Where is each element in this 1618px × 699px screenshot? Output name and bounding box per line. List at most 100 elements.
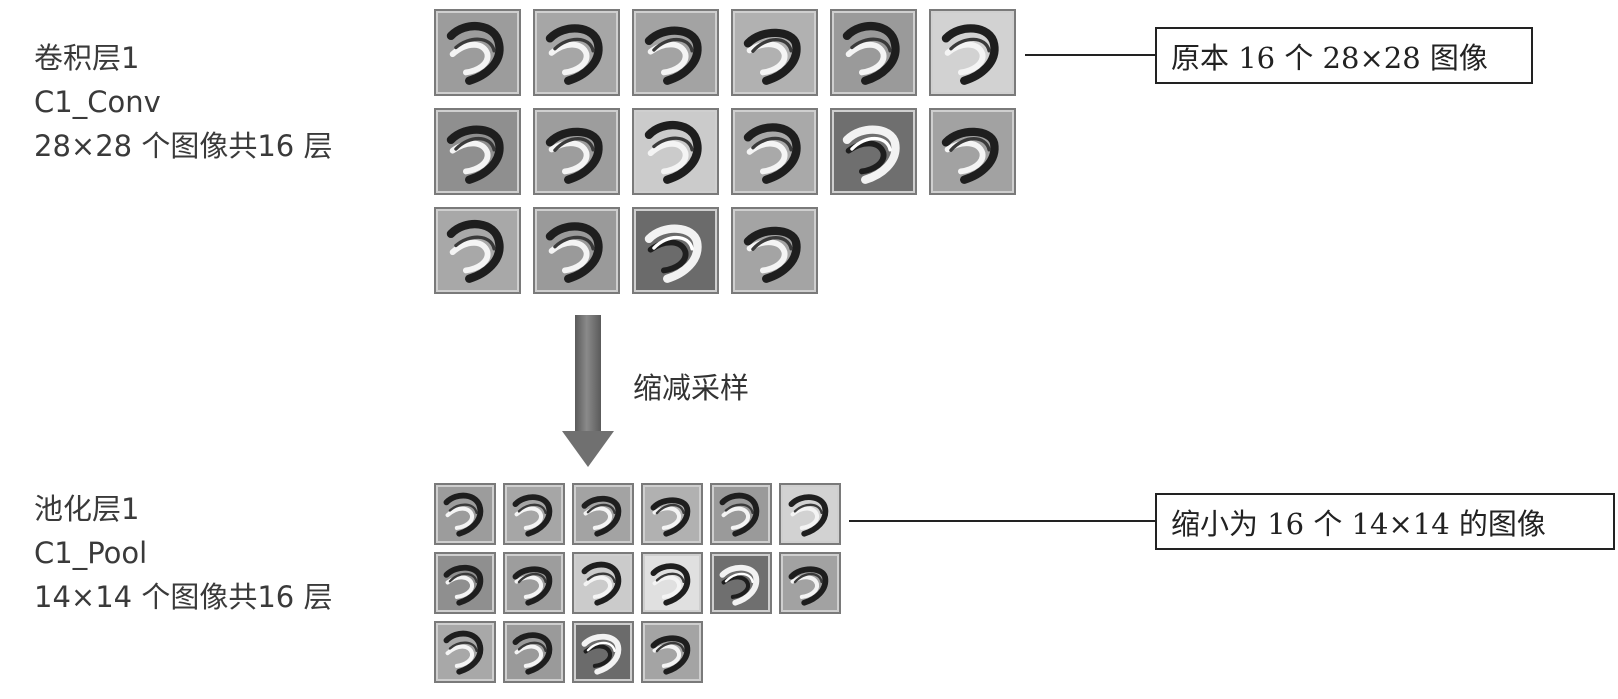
pool-feature-stroke bbox=[655, 572, 685, 583]
pool-feature-stroke bbox=[514, 644, 544, 668]
conv-feature-map bbox=[830, 9, 917, 96]
conv-feature-stroke bbox=[647, 140, 689, 175]
conv-feature-stroke bbox=[446, 125, 504, 184]
conv-feature-map bbox=[731, 108, 818, 195]
pool-feature-stroke bbox=[586, 572, 616, 583]
conv-feature-stroke bbox=[652, 136, 694, 152]
pool-feature-stroke bbox=[719, 564, 760, 606]
pool-feature-map bbox=[710, 552, 772, 614]
conv-feature-map bbox=[929, 9, 1016, 96]
pool-feature-map bbox=[641, 552, 703, 614]
pool-feature-stroke bbox=[788, 566, 829, 606]
conv-feature-map bbox=[929, 108, 1016, 195]
pool-feature-stroke bbox=[445, 575, 475, 599]
conv-feature-stroke bbox=[644, 120, 702, 184]
conv-feature-stroke bbox=[941, 127, 999, 184]
pool-feature-stroke bbox=[581, 633, 622, 675]
conv-feature-stroke bbox=[845, 41, 887, 76]
conv-feature-stroke bbox=[553, 235, 595, 251]
conv-feature-map bbox=[731, 9, 818, 96]
downsample-label: 缩减采样 bbox=[633, 371, 750, 405]
pool-feature-stroke bbox=[652, 575, 682, 599]
conv-feature-stroke bbox=[845, 140, 887, 175]
conv-feature-stroke bbox=[949, 137, 991, 152]
conv-feature-map bbox=[434, 108, 521, 195]
conv-feature-map bbox=[632, 9, 719, 96]
pool-feature-stroke bbox=[586, 503, 616, 514]
pool-feature-stroke bbox=[790, 506, 820, 530]
conv-feature-map bbox=[632, 108, 719, 195]
pool-feature-stroke bbox=[583, 644, 613, 668]
pool-feature-stroke bbox=[581, 561, 622, 606]
pool-feature-stroke bbox=[581, 495, 622, 537]
conv-feature-stroke bbox=[941, 24, 999, 85]
pool-feature-stroke bbox=[650, 497, 691, 537]
pool-feature-stroke bbox=[517, 641, 547, 652]
conv-feature-stroke bbox=[449, 140, 491, 175]
conv-callout-text: 原本 16 个 28×28 图像 bbox=[1171, 40, 1488, 75]
conv-layer-label: 卷积层1 C1_Conv 28×28 个图像共16 层 bbox=[34, 36, 332, 168]
conv-leader-line bbox=[1025, 54, 1155, 56]
conv-feature-map bbox=[533, 108, 620, 195]
pool-feature-stroke bbox=[724, 572, 754, 583]
conv-callout-box: 原本 16 个 28×28 图像 bbox=[1155, 27, 1533, 84]
pool-feature-stroke bbox=[517, 572, 547, 584]
pool-feature-stroke bbox=[445, 644, 475, 668]
pool-feature-map bbox=[641, 483, 703, 545]
pool-feature-map bbox=[710, 483, 772, 545]
pool-layer-description: 14×14 个图像共16 层 bbox=[34, 580, 333, 614]
pool-feature-stroke bbox=[448, 503, 478, 514]
pool-feature-stroke bbox=[721, 575, 751, 599]
conv-feature-stroke bbox=[743, 123, 801, 184]
pool-feature-map bbox=[641, 621, 703, 683]
pool-feature-map bbox=[434, 621, 496, 683]
pool-feature-stroke bbox=[448, 641, 478, 652]
conv-feature-stroke bbox=[751, 136, 793, 152]
pool-feature-stroke bbox=[583, 506, 613, 530]
pool-feature-stroke bbox=[448, 572, 478, 583]
conv-feature-map bbox=[533, 9, 620, 96]
pool-feature-map bbox=[503, 621, 565, 683]
pool-feature-stroke bbox=[445, 506, 475, 530]
pool-feature-stroke bbox=[788, 494, 829, 537]
pool-feature-map bbox=[503, 552, 565, 614]
conv-layer-code: C1_Conv bbox=[34, 85, 161, 119]
conv-feature-stroke bbox=[652, 235, 694, 251]
pool-feature-stroke bbox=[719, 492, 760, 537]
conv-layer-name: 卷积层1 bbox=[34, 41, 140, 75]
pool-feature-stroke bbox=[443, 492, 484, 537]
conv-feature-map bbox=[731, 207, 818, 294]
conv-feature-map-grid bbox=[434, 9, 1034, 309]
conv-feature-stroke bbox=[454, 136, 496, 152]
pool-feature-stroke bbox=[514, 506, 544, 530]
conv-feature-stroke bbox=[446, 21, 504, 85]
pool-feature-stroke bbox=[655, 641, 685, 653]
conv-feature-stroke bbox=[548, 239, 590, 274]
conv-feature-stroke bbox=[454, 37, 496, 53]
conv-feature-map bbox=[830, 108, 917, 195]
pool-feature-map bbox=[779, 483, 841, 545]
conv-feature-stroke bbox=[647, 239, 689, 274]
pool-feature-stroke bbox=[583, 575, 613, 599]
conv-feature-stroke bbox=[644, 26, 702, 85]
conv-feature-stroke bbox=[751, 38, 793, 53]
conv-feature-stroke bbox=[647, 41, 689, 76]
pool-feature-stroke bbox=[721, 506, 751, 530]
conv-feature-stroke bbox=[545, 127, 603, 184]
conv-feature-stroke bbox=[842, 125, 900, 184]
conv-layer-description: 28×28 个图像共16 层 bbox=[34, 129, 333, 163]
conv-feature-map bbox=[533, 207, 620, 294]
pool-feature-stroke bbox=[517, 503, 547, 514]
pool-feature-map bbox=[572, 552, 634, 614]
pool-feature-stroke bbox=[512, 494, 553, 537]
conv-feature-stroke bbox=[850, 136, 892, 152]
pool-feature-stroke bbox=[443, 630, 484, 675]
pool-feature-stroke bbox=[512, 566, 553, 606]
pool-feature-stroke bbox=[724, 503, 754, 514]
pool-feature-map bbox=[434, 552, 496, 614]
pool-leader-line bbox=[849, 520, 1155, 522]
pool-feature-stroke bbox=[655, 503, 685, 515]
pool-feature-map bbox=[434, 483, 496, 545]
pool-feature-map-grid bbox=[434, 483, 841, 693]
conv-feature-stroke bbox=[454, 235, 496, 251]
